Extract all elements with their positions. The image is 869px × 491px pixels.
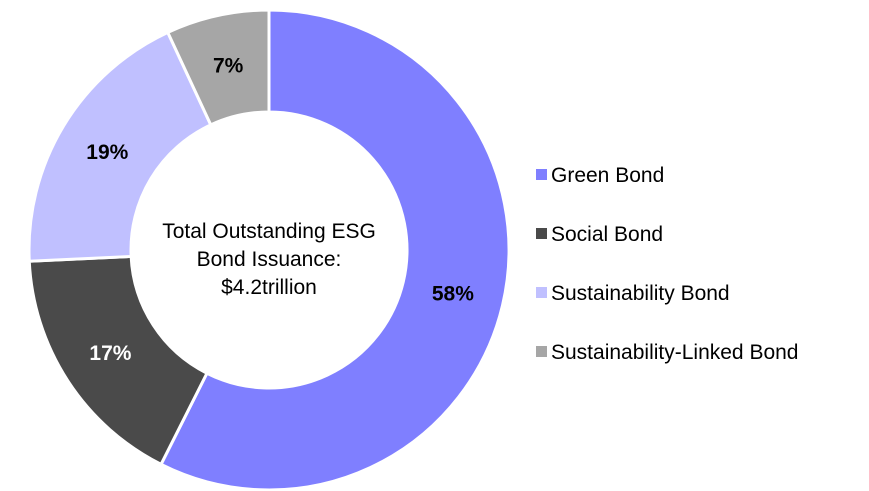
center-label-line-2: Bond Issuance:: [197, 248, 342, 271]
legend-label-green-bond: Green Bond: [551, 164, 664, 187]
slice-label-sustainability-bond: 19%: [86, 141, 128, 164]
donut-slice-labels: 58% 17% 19% 7%: [86, 54, 474, 364]
slice-label-green-bond: 58%: [432, 283, 474, 306]
donut-slices: [27, 8, 511, 491]
legend-label-social-bond: Social Bond: [551, 223, 663, 246]
legend-swatch-sustainability-bond: [536, 287, 547, 298]
donut-center-label: Total Outstanding ESG Bond Issuance: $4.…: [162, 220, 376, 299]
slice-social-bond: [27, 254, 209, 467]
slice-sustainability-bond: [27, 30, 213, 263]
legend-swatch-sustainability-linked-bond: [536, 346, 547, 357]
legend-label-sustainability-linked-bond: Sustainability-Linked Bond: [551, 341, 799, 364]
center-label-line-3: $4.2trillion: [221, 276, 317, 299]
slice-green-bond: [159, 8, 511, 491]
slice-label-social-bond: 17%: [89, 342, 131, 365]
legend-label-sustainability-bond: Sustainability Bond: [551, 282, 730, 305]
center-label-line-1: Total Outstanding ESG: [162, 220, 376, 243]
chart-legend: Green Bond Social Bond Sustainability Bond…: [536, 164, 799, 364]
legend-swatch-green-bond: [536, 169, 547, 180]
legend-swatch-social-bond: [536, 228, 547, 239]
slice-label-sustainability-linked-bond: 7%: [213, 54, 244, 77]
slice-sustainability-linked-bond: [165, 8, 271, 127]
